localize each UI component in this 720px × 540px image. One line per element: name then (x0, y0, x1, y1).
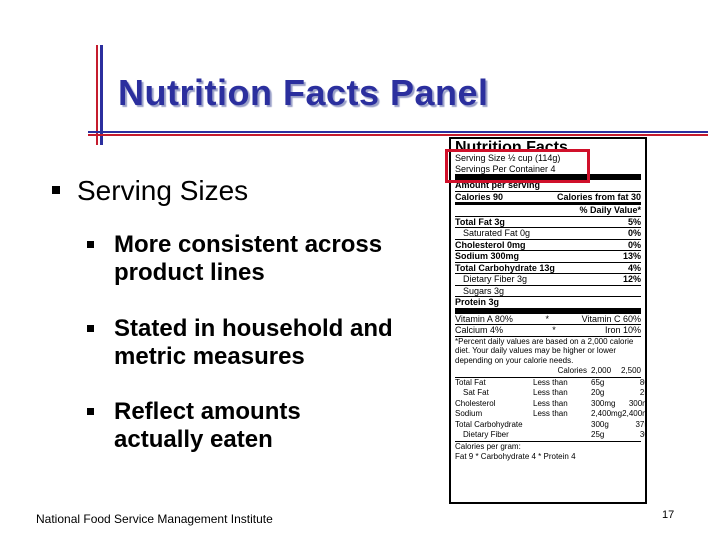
table-cell: 80g (639, 377, 645, 387)
page-number: 17 (662, 509, 675, 521)
nutrient-dv: 0% (627, 228, 641, 238)
table-cell: Sodium (455, 409, 483, 418)
bullet-item: Stated in household and metric measures (114, 315, 393, 370)
nutrient-dv: 0% (627, 239, 641, 250)
table-cell: 20g (591, 388, 605, 397)
calories: Calories 90 (455, 191, 504, 202)
separator-star: * (545, 313, 549, 324)
table-cell: Less than (533, 398, 568, 408)
vitamin-c: Vitamin C 60% (581, 313, 641, 324)
calories-from-fat: Calories from fat 30 (556, 191, 641, 202)
table-cell: 300g (591, 419, 609, 429)
table-cell: 300mg (628, 398, 645, 408)
vitamin-a: Vitamin A 80% (455, 313, 513, 324)
table-header-cell (455, 366, 529, 377)
table-cell: 2,400mg (622, 409, 645, 418)
table-cell: Sat Fat (463, 388, 489, 397)
nutrient-dv: 4% (627, 262, 641, 273)
daily-value-header: % Daily Value* (579, 205, 641, 215)
decor-horizontal-red-line (88, 134, 708, 136)
nutrient-name: Total Carbohydrate 13g (455, 262, 555, 273)
nutrient-name: Sugars 3g (463, 285, 505, 296)
table-cell (533, 430, 587, 441)
bullet-item: More consistent across product lines (114, 231, 383, 286)
table-cell: 300mg (591, 398, 616, 408)
bullet-square-icon (52, 186, 60, 194)
heading-serving-sizes: Serving Sizes (77, 175, 249, 206)
nutrient-dv: 13% (622, 251, 641, 261)
serving-size: Serving Size ½ cup (114g) (455, 153, 561, 163)
nutrient-dv: 5% (627, 216, 641, 227)
amount-per-serving: Amount per serving (455, 174, 641, 191)
table-cell: 65g (591, 377, 605, 387)
iron: Iron 10% (604, 325, 641, 335)
decor-vertical-blue-line (100, 45, 103, 145)
table-cell (533, 420, 587, 431)
slide-title: Nutrition Facts Panel (118, 72, 489, 113)
nutrient-name: Total Fat 3g (455, 216, 505, 227)
table-cell: Cholesterol (455, 398, 496, 408)
decor-vertical-red-line (96, 45, 98, 145)
nutrient-dv: 12% (622, 274, 641, 284)
separator-star: * (552, 325, 556, 335)
table-cell: 2,400mg (591, 409, 623, 418)
protein: Protein 3g (455, 296, 641, 308)
footnote: *Percent daily values are based on a 2,0… (455, 335, 641, 366)
nutrient-name: Cholesterol 0mg (455, 239, 526, 250)
table-cell: 30g (639, 430, 645, 439)
table-cell: Dietary Fiber (463, 430, 509, 439)
bullet-square-icon (87, 241, 94, 248)
nutrient-name: Dietary Fiber 3g (463, 274, 528, 284)
nutrient-name: Saturated Fat 0g (463, 228, 531, 238)
table-header-cell: 2,000 (591, 366, 612, 375)
nutrition-facts-label: Nutrition Facts Serving Size ½ cup (114g… (449, 137, 647, 504)
footer-institute: National Food Service Management Institu… (36, 512, 273, 526)
table-cell: Less than (533, 409, 568, 418)
calcium: Calcium 4% (455, 325, 504, 335)
decor-horizontal-blue-line (88, 131, 708, 133)
table-cell: Less than (533, 388, 568, 397)
table-cell: Total Carbohydrate (455, 419, 523, 429)
servings-per-container: Servings Per Container 4 (455, 163, 556, 174)
table-cell: Less than (533, 377, 568, 387)
serving-size-highlight-box (445, 149, 590, 183)
bullet-square-icon (87, 325, 94, 332)
table-cell: 25g (639, 388, 645, 397)
bullet-square-icon (87, 408, 94, 415)
bullet-item: Reflect amounts actually eaten (114, 398, 301, 453)
table-header-cell: Calories (557, 366, 587, 375)
calories-per-gram: Calories per gram: (455, 440, 641, 453)
nutrient-name: Sodium 300mg (455, 251, 520, 261)
table-cell: 25g (591, 430, 605, 439)
per-gram-values: Fat 9 * Carbohydrate 4 * Protein 4 (455, 452, 576, 461)
table-cell: 375g (635, 419, 645, 429)
table-header-cell: 2,500 (620, 366, 641, 375)
table-cell: Total Fat (455, 377, 486, 387)
